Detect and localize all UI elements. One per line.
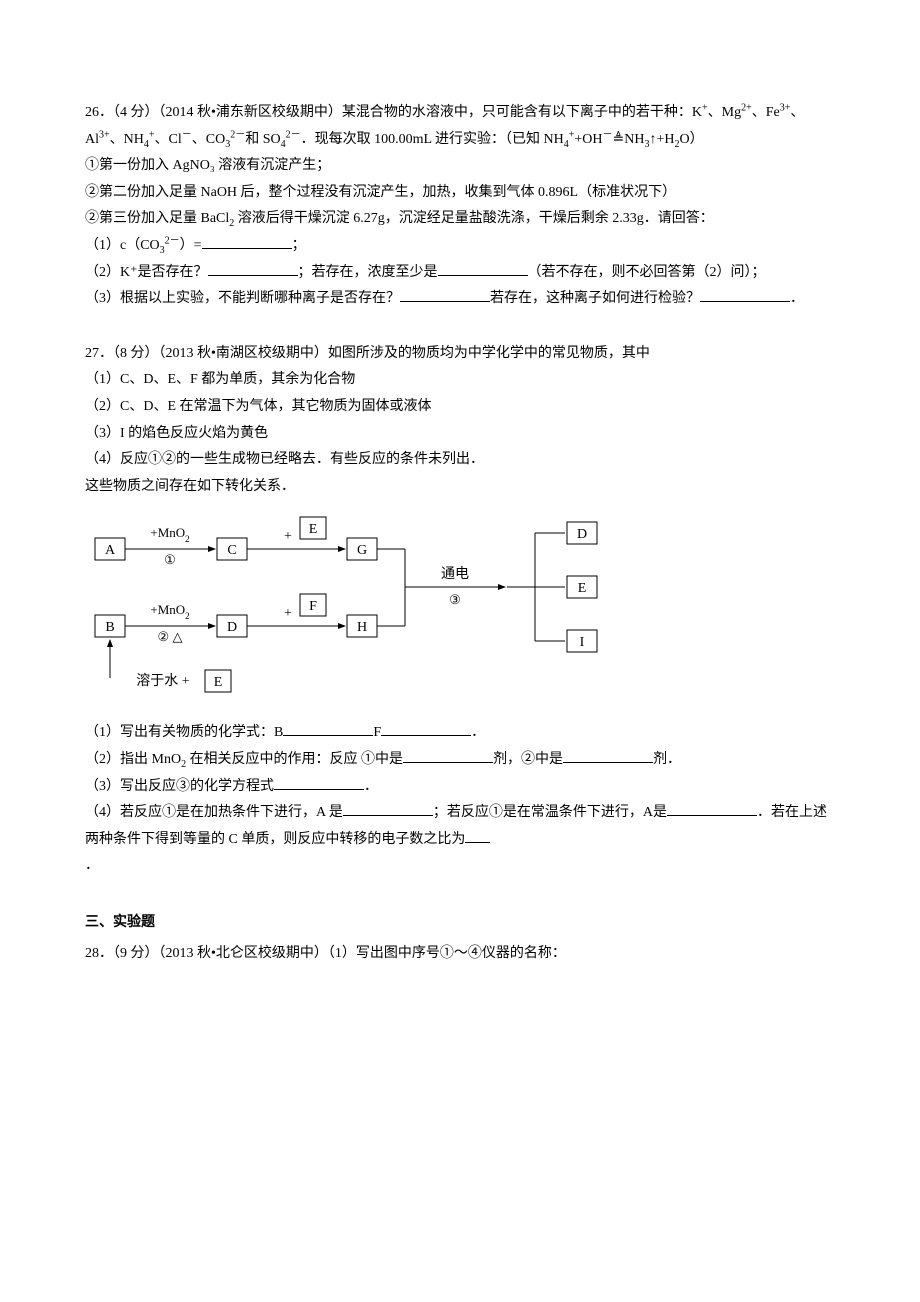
blank-fill[interactable] [667,800,757,816]
q26-step2: ②第二份加入足量 NaOH 后，整个过程没有沉淀产生，加热，收集到气体 0.89… [85,180,835,207]
q26-sub3: （3）根据以上实验，不能判断哪种离子是否存在？ 若存在，这种离子如何进行检验？ ． [85,286,835,313]
text: ． [364,779,378,794]
q26-sub1: （1）c（CO32－）=； [85,233,835,260]
label-plus1: + [284,529,292,544]
q27-sub4: （4）若反应①是在加热条件下进行，A 是；若反应①是在常温条件下进行，A是．若在… [85,800,835,853]
q27-header: 27．（8 分）（2013 秋•南湖区校级期中）如图所涉及的物质均为中学化学中的… [85,341,835,368]
q26-step1: ①第一份加入 AgNO₃ 溶液有沉淀产生； [85,153,835,180]
label-plus2: + [284,606,292,621]
node-E2: E [578,581,587,596]
node-F-small: F [309,599,317,614]
node-E-small: E [309,522,318,537]
q27-cond2: （2）C、D、E 在常温下为气体，其它物质为固体或液体 [85,394,835,421]
q27-cond3: （3）I 的焰色反应火焰为黄色 [85,421,835,448]
text: 剂，②中是 [493,752,563,767]
label-circle2: ② △ [158,629,183,644]
q27-cond1: （1）C、D、E、F 都为单质，其余为化合物 [85,367,835,394]
question-28: 28．（9 分）（2013 秋•北仑区校级期中）（1）写出图中序号①～④仪器的名… [85,941,835,968]
blank-fill[interactable] [274,774,364,790]
node-C: C [227,543,236,558]
blank-fill[interactable] [403,747,493,763]
text: （3）根据以上实验，不能判断哪种离子是否存在？ [85,291,400,306]
blank-fill[interactable] [465,827,490,843]
node-I: I [580,635,585,650]
q26-header: 26．（4 分）（2014 秋•浦东新区校级期中）某混合物的水溶液中，只可能含有… [85,100,835,153]
label-dissolve: 溶于水 + [136,673,189,689]
blank-fill[interactable] [343,800,433,816]
q27-cond4: （4）反应①②的一些生成物已经略去．有些反应的条件未列出． [85,447,835,474]
label-mno2-1: +MnO2 [150,525,189,544]
text: ；若存在，浓度至少是 [298,265,438,280]
text: （4）若反应①是在加热条件下进行，A 是 [85,805,343,820]
label-circle3: ③ [449,592,461,607]
node-D2: D [577,527,587,542]
text: ． [790,291,804,306]
q26-sub2: （2）K⁺是否存在？ ；若存在，浓度至少是 （若不存在，则不必回答第（2）问）； [85,260,835,287]
text: （2）K⁺是否存在？ [85,265,208,280]
text: 若存在，这种离子如何进行检验？ [490,291,700,306]
text: F [373,725,381,740]
blank-fill[interactable] [381,720,471,736]
blank-fill[interactable] [283,720,373,736]
q28-header: 28．（9 分）（2013 秋•北仑区校级期中）（1）写出图中序号①～④仪器的名… [85,941,835,968]
text: ． [471,725,485,740]
text: ；若反应①是在常温条件下进行，A是 [433,805,667,820]
text: 剂． [653,752,681,767]
question-27: 27．（8 分）（2013 秋•南湖区校级期中）如图所涉及的物质均为中学化学中的… [85,341,835,880]
node-E-bottom: E [214,675,223,690]
blank-fill[interactable] [202,233,292,249]
text: （1）写出有关物质的化学式：B [85,725,283,740]
label-electrolysis: 通电 [441,566,469,582]
q27-sub1: （1）写出有关物质的化学式：B F ． [85,720,835,747]
label-circle1: ① [164,552,176,567]
node-B: B [105,620,114,635]
node-H: H [357,620,367,635]
node-D: D [227,620,237,635]
flowchart-diagram: A +MnO2 ① C + E G B +MnO2 ② △ D + F [85,510,835,710]
q27-cond5: 这些物质之间存在如下转化关系． [85,474,835,501]
blank-fill[interactable] [438,260,528,276]
node-A: A [105,543,116,558]
text: （若不存在，则不必回答第（2）问）； [528,265,766,280]
q27-sub3: （3）写出反应③的化学方程式 ． [85,774,835,801]
q27-sub4-end: ． [85,853,835,880]
blank-fill[interactable] [400,286,490,302]
text: ； [292,238,306,253]
question-26: 26．（4 分）（2014 秋•浦东新区校级期中）某混合物的水溶液中，只可能含有… [85,100,835,313]
q26-step3: ②第三份加入足量 BaCl2 溶液后得干燥沉淀 6.27g，沉淀经足量盐酸洗涤，… [85,206,835,233]
blank-fill[interactable] [563,747,653,763]
section-3-header: 三、实验题 [85,910,835,937]
q27-sub2: （2）指出 MnO2 在相关反应中的作用：反应 ①中是剂，②中是剂． [85,747,835,774]
blank-fill[interactable] [700,286,790,302]
node-G: G [357,543,367,558]
label-mno2-2: +MnO2 [150,602,189,621]
blank-fill[interactable] [208,260,298,276]
text: （3）写出反应③的化学方程式 [85,779,274,794]
